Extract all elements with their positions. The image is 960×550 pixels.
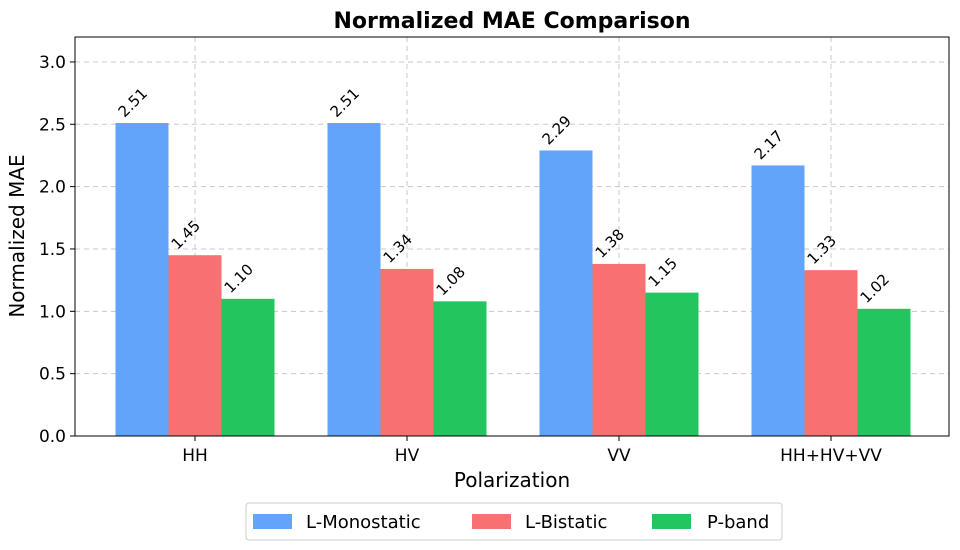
bar-l-bistatic bbox=[380, 268, 434, 436]
bar-l-monostatic bbox=[751, 165, 805, 436]
data-label-l-monostatic: 2.17 bbox=[751, 127, 787, 163]
bar-p-band bbox=[433, 301, 487, 436]
data-label-p-band: 1.02 bbox=[857, 270, 893, 306]
x-tick-label: HH bbox=[182, 446, 208, 466]
y-tick-label: 2.5 bbox=[39, 115, 66, 135]
data-label-l-bistatic: 1.45 bbox=[168, 217, 204, 253]
plot-frame bbox=[74, 36, 950, 437]
legend-label-p-band: P-band bbox=[707, 512, 769, 533]
legend-swatch-l-monostatic bbox=[253, 514, 292, 529]
bar-l-bistatic bbox=[804, 270, 858, 436]
legend: L-Monostatic L-Bistatic P-band bbox=[245, 502, 783, 541]
y-tick-label: 2.0 bbox=[39, 178, 66, 198]
data-label-l-monostatic: 2.51 bbox=[327, 85, 363, 121]
x-tick-label: HV bbox=[395, 446, 420, 466]
data-label-l-bistatic: 1.33 bbox=[804, 232, 840, 268]
x-axis-label: Polarization bbox=[454, 468, 570, 492]
data-label-p-band: 1.08 bbox=[433, 263, 469, 299]
legend-swatch-l-bistatic bbox=[472, 514, 511, 529]
legend-swatch-p-band bbox=[652, 514, 691, 529]
chart-title: Normalized MAE Comparison bbox=[333, 9, 690, 34]
data-label-p-band: 1.10 bbox=[221, 260, 257, 296]
data-label-l-monostatic: 2.51 bbox=[115, 85, 151, 121]
legend-label-l-bistatic: L-Bistatic bbox=[525, 512, 607, 533]
bar-l-monostatic bbox=[115, 123, 169, 437]
bar-l-bistatic bbox=[168, 255, 222, 436]
bars bbox=[115, 123, 911, 437]
y-axis: 0.0 0.5 1.0 1.5 2.0 2.5 3.0 bbox=[39, 53, 75, 447]
data-label-l-monostatic: 2.29 bbox=[539, 112, 575, 148]
bar-l-monostatic bbox=[327, 123, 381, 437]
legend-label-l-monostatic: L-Monostatic bbox=[306, 512, 421, 533]
bar-l-bistatic bbox=[592, 263, 646, 436]
data-label-l-bistatic: 1.38 bbox=[592, 225, 628, 261]
data-label-l-bistatic: 1.34 bbox=[380, 230, 416, 266]
y-axis-label: Normalized MAE bbox=[5, 154, 29, 317]
bar-p-band bbox=[857, 308, 911, 436]
bar-p-band bbox=[221, 298, 275, 436]
legend-box bbox=[245, 502, 783, 541]
y-tick-label: 3.0 bbox=[39, 53, 66, 73]
bar-l-monostatic bbox=[539, 150, 593, 436]
y-tick-label: 1.0 bbox=[39, 302, 66, 322]
y-tick-label: 1.5 bbox=[39, 240, 66, 260]
x-tick-label: VV bbox=[607, 446, 631, 466]
x-axis: HH HV VV HH+HV+VV bbox=[182, 436, 882, 466]
x-tick-label: HH+HV+VV bbox=[780, 446, 882, 466]
bar-p-band bbox=[645, 292, 699, 436]
y-tick-label: 0.0 bbox=[39, 427, 66, 447]
data-label-p-band: 1.15 bbox=[645, 254, 681, 290]
y-tick-label: 0.5 bbox=[39, 365, 66, 385]
